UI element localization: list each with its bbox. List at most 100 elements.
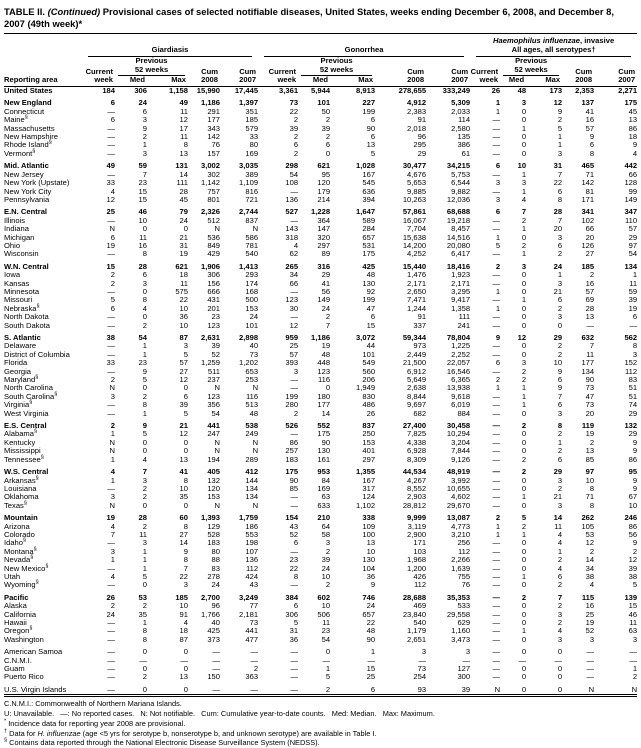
cell-value: 153	[245, 303, 259, 313]
cell-value: 363	[245, 672, 259, 682]
cell-value: 512	[207, 215, 220, 225]
cell-value: 210	[317, 513, 331, 523]
table-row: U.S. Virgin Islands — 0 0 — — — 2 6 93 39 N 0 0 N N	[4, 684, 638, 696]
cell-value: 0	[142, 224, 147, 234]
cell-value: 2,171	[407, 278, 427, 288]
cell-value: 8	[142, 400, 147, 410]
cell-value: 175	[317, 429, 331, 439]
cell-value: —	[139, 655, 147, 665]
cell-value: 90	[289, 475, 299, 485]
cell-value: 83	[628, 375, 638, 385]
cell-value: —	[492, 270, 501, 280]
cell-value: 1	[110, 555, 115, 565]
cell-value: —	[290, 684, 299, 694]
table-row: Guam — 0 0 — 2 — 1 15 73 127 — 0 0 — 1	[4, 664, 637, 674]
cell-value: —	[492, 563, 501, 573]
cell-value: 2,171	[451, 278, 471, 288]
cell-value: 149	[317, 295, 331, 305]
label: Cum	[407, 66, 425, 76]
cell-value: 0	[142, 580, 147, 590]
cell-value: 0	[557, 320, 563, 330]
col-group-giardiasis: Giardiasis	[82, 34, 258, 57]
cell-value: 27	[585, 249, 595, 259]
cell-value: 15	[366, 320, 376, 330]
cell-value: 60	[179, 513, 188, 523]
cell-value: N	[252, 383, 259, 393]
cell-value: 500	[245, 295, 259, 305]
cell-value: 1	[142, 408, 147, 418]
cell-value: 8	[293, 571, 299, 581]
cell-value: 3	[183, 580, 188, 590]
cell-value: 83	[211, 563, 220, 573]
cell-value: 35	[179, 492, 188, 502]
cell-value: 426	[413, 571, 427, 581]
cell-value: 3,002	[200, 161, 220, 171]
cell-value: 3,072	[356, 333, 376, 342]
cell-value: 161	[317, 454, 331, 464]
cell-value: 549	[362, 358, 376, 368]
cell-value: 79	[179, 207, 188, 217]
cell-value: 262	[581, 513, 595, 523]
cell-value: —	[418, 655, 427, 665]
cell-value: 96	[211, 601, 220, 611]
cell-value: 12,036	[446, 194, 471, 204]
table-row: Utah 4 5 22 278 424 8 10 36 426 755 — 1 6 38 38	[4, 571, 637, 581]
cell-value: —	[492, 421, 501, 431]
cell-reporting-area: Pennsylvania	[4, 194, 50, 204]
cell-value: 0	[557, 647, 563, 657]
cell-value: 66	[585, 224, 595, 234]
cell-value: 300	[457, 672, 471, 682]
cell-value: 10	[179, 483, 188, 493]
cell-value: 1,186	[311, 333, 331, 342]
cell-value: 2	[557, 601, 563, 611]
cell-value: —	[107, 626, 115, 636]
cell-value: —	[107, 684, 115, 694]
cell-value: 3,119	[407, 521, 427, 531]
cell-value: 171	[581, 194, 595, 204]
cell-value: 6	[589, 140, 595, 150]
cell-value: 20,080	[446, 240, 471, 250]
cell-value: 0	[521, 303, 527, 313]
cell-value: 4	[521, 194, 527, 204]
table-row: Mountain 19 28 60 1,393 1,759 154 210 338 9,999 13…	[4, 513, 638, 523]
cell-value: 6,912	[407, 366, 427, 376]
cell-value: N	[109, 224, 115, 234]
cell-value: 1,109	[239, 178, 259, 188]
cell-value: 179	[317, 186, 331, 196]
cell-value: 10	[321, 571, 331, 581]
cell-reporting-area: Massachusetts	[4, 123, 55, 133]
cell-value: 579	[245, 123, 259, 133]
cell-value: 1,179	[407, 626, 427, 636]
cell-value: 2	[557, 341, 563, 351]
cell-value: 6	[495, 358, 501, 368]
cell-value: 9	[557, 106, 563, 116]
cell-value: 39	[179, 400, 188, 410]
cell-value: 448	[317, 358, 331, 368]
cell-value: N	[631, 684, 638, 694]
cell-value: 15,990	[196, 86, 220, 96]
cell-value: 5,653	[407, 178, 427, 188]
cell-value: —	[250, 655, 259, 665]
cell-value: 3	[421, 647, 427, 657]
cell-value: 24	[179, 215, 188, 225]
table-row: Illinois — 10 24 512 837 — 364 589 16,067 19,218 — 2…	[4, 215, 637, 225]
label: week	[479, 75, 499, 85]
cell-value: 127	[457, 664, 471, 674]
cell-value: 10	[553, 358, 563, 368]
cell-value: —	[492, 169, 501, 179]
cell-value: 6	[110, 115, 115, 125]
cell-reporting-area: New Hampshire	[4, 132, 59, 142]
cell-value: —	[492, 664, 501, 674]
cell-value: 3	[557, 278, 563, 288]
cell-value: 41	[585, 106, 595, 116]
cell-value: 3	[142, 115, 147, 125]
cell-value: 134	[245, 492, 259, 502]
cell-value: 22,057	[446, 358, 471, 368]
cell-value: —	[107, 320, 115, 330]
cell-value: 40	[249, 341, 259, 351]
cell-value: 69	[585, 295, 595, 305]
cell-value: 97	[628, 240, 638, 250]
cell-value: 90	[366, 123, 376, 133]
cell-value: 9	[632, 437, 638, 447]
cell-value: 246	[624, 513, 638, 523]
